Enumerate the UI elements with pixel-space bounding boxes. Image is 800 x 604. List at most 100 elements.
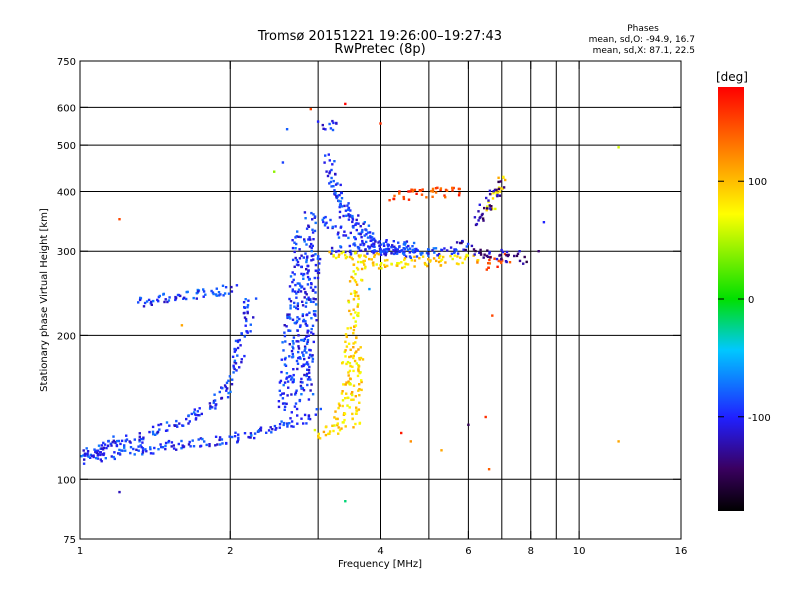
data-point xyxy=(280,420,283,423)
data-point xyxy=(299,384,303,388)
data-point xyxy=(133,453,136,456)
data-point xyxy=(297,347,301,350)
data-point xyxy=(297,288,301,291)
data-point xyxy=(175,448,178,451)
x-tick-label: 16 xyxy=(675,546,688,557)
data-point xyxy=(327,153,330,156)
data-point xyxy=(372,242,375,245)
data-point xyxy=(119,442,122,446)
data-point xyxy=(237,339,240,342)
data-point xyxy=(384,265,387,268)
data-points xyxy=(80,102,620,503)
data-point xyxy=(342,250,345,254)
data-point xyxy=(347,299,350,303)
data-point xyxy=(117,439,120,443)
data-point xyxy=(368,246,372,249)
data-point xyxy=(303,337,307,341)
data-point xyxy=(338,404,341,407)
data-point xyxy=(235,369,238,372)
data-point xyxy=(289,374,292,378)
data-point xyxy=(246,331,249,334)
data-point xyxy=(461,261,464,265)
data-point xyxy=(439,187,443,190)
data-point xyxy=(332,429,335,433)
data-point xyxy=(385,239,388,242)
data-point xyxy=(360,388,363,392)
data-point xyxy=(351,417,354,420)
data-point xyxy=(478,251,481,254)
data-point xyxy=(199,444,203,448)
data-point xyxy=(325,170,328,173)
data-point xyxy=(353,289,356,293)
data-point xyxy=(294,290,297,293)
data-point xyxy=(294,236,297,239)
data-point xyxy=(87,455,90,458)
data-point xyxy=(357,260,360,264)
data-point xyxy=(195,297,198,300)
data-point xyxy=(317,432,320,436)
data-point xyxy=(305,293,308,296)
data-point xyxy=(359,225,362,228)
data-point xyxy=(363,259,366,263)
data-point xyxy=(296,282,299,285)
data-point xyxy=(340,197,344,200)
data-point xyxy=(232,366,235,369)
data-point xyxy=(500,248,503,252)
data-point xyxy=(400,249,404,252)
data-point xyxy=(231,435,234,439)
data-point xyxy=(166,300,169,304)
data-point xyxy=(165,421,169,424)
data-point xyxy=(352,270,355,273)
data-point xyxy=(109,442,112,445)
data-point xyxy=(233,435,237,438)
data-point xyxy=(347,301,351,304)
data-point xyxy=(379,264,382,267)
data-point xyxy=(307,238,310,241)
data-point xyxy=(98,451,102,454)
data-point xyxy=(300,417,303,420)
x-tick-label: 10 xyxy=(573,546,586,557)
data-point xyxy=(439,254,442,258)
data-point xyxy=(421,188,424,191)
data-point xyxy=(295,292,298,295)
data-point xyxy=(333,160,336,163)
data-point xyxy=(336,417,339,421)
data-point xyxy=(402,247,405,250)
data-point xyxy=(289,417,292,420)
data-point xyxy=(282,383,285,387)
data-point xyxy=(379,248,382,251)
data-point xyxy=(353,279,357,282)
data-point xyxy=(459,256,462,259)
data-point xyxy=(300,377,303,381)
data-point xyxy=(361,230,364,233)
data-point xyxy=(358,383,361,386)
data-point xyxy=(486,249,489,252)
data-point xyxy=(150,303,153,306)
y-tick-label: 100 xyxy=(57,475,76,486)
data-point xyxy=(413,188,417,192)
data-point xyxy=(310,331,313,334)
data-point xyxy=(345,392,348,395)
data-point xyxy=(306,368,309,371)
data-point xyxy=(328,122,331,126)
data-point xyxy=(302,256,305,259)
data-point xyxy=(277,405,281,409)
data-point xyxy=(167,299,171,302)
data-point xyxy=(286,315,289,318)
data-point xyxy=(293,265,296,268)
data-point xyxy=(110,455,113,458)
data-point xyxy=(483,206,486,210)
data-point xyxy=(197,290,200,293)
data-point xyxy=(311,354,314,357)
data-point xyxy=(398,245,401,249)
data-point xyxy=(383,249,386,252)
data-point xyxy=(335,122,338,125)
data-point xyxy=(349,364,352,368)
data-point xyxy=(338,194,341,197)
data-point xyxy=(157,448,160,451)
data-point xyxy=(309,349,312,352)
data-point xyxy=(314,291,317,294)
data-point xyxy=(352,354,355,357)
data-point xyxy=(216,443,219,446)
data-point xyxy=(357,214,360,217)
